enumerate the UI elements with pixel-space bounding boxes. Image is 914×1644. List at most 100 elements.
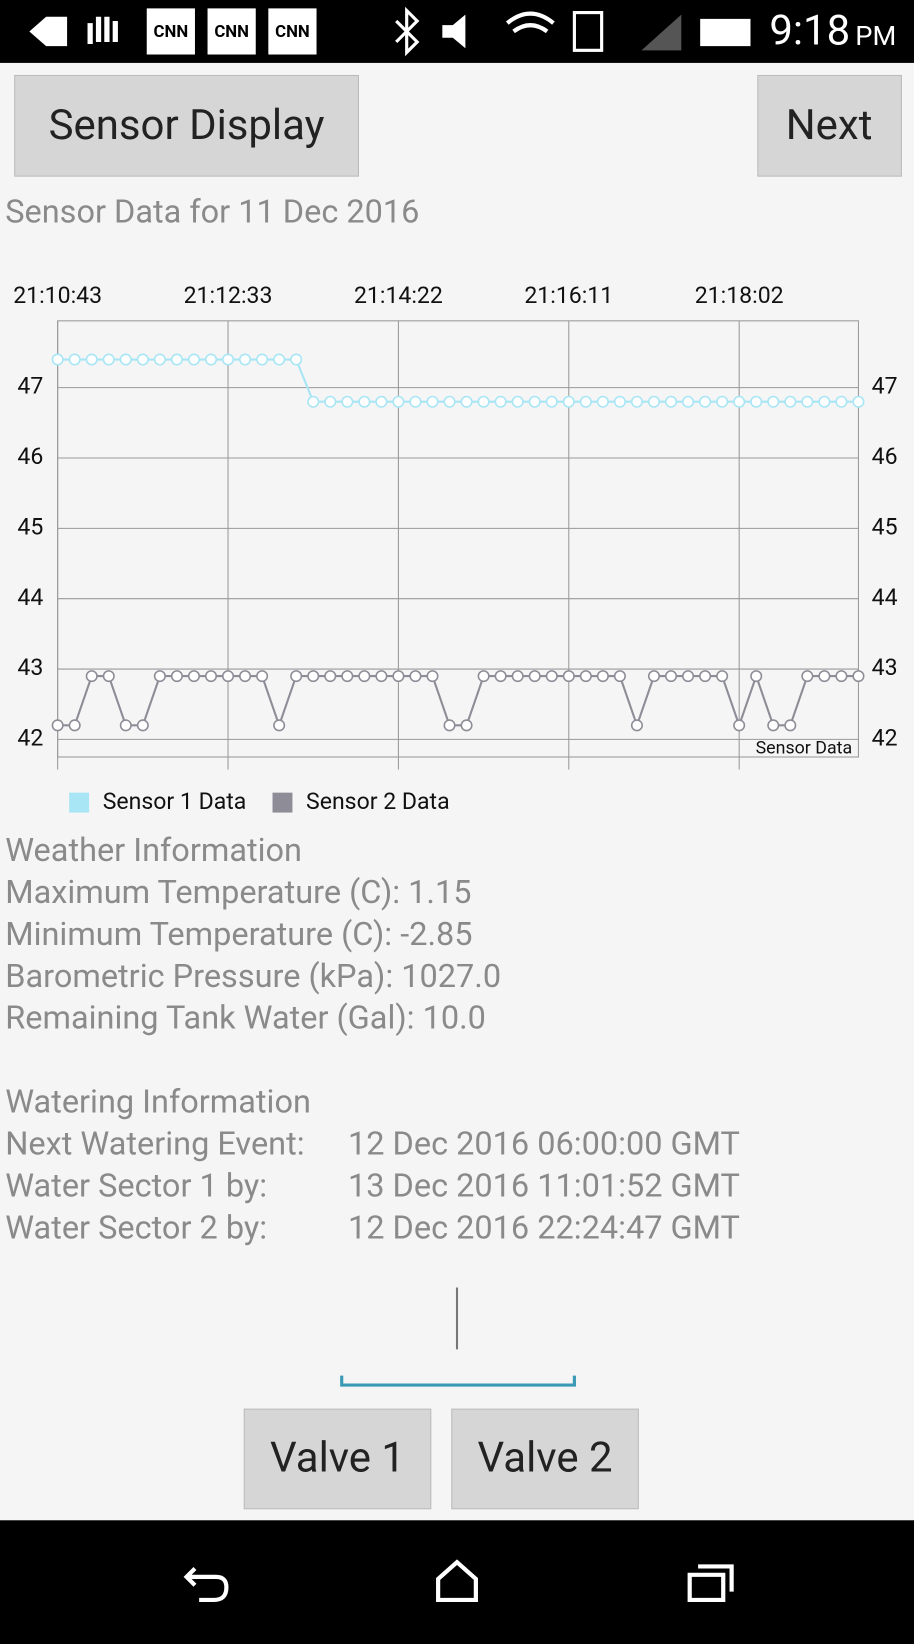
weather-row: Minimum Temperature (C): -2.85 <box>5 915 472 953</box>
data-point <box>477 670 490 683</box>
data-point <box>153 353 166 366</box>
data-point <box>426 395 439 408</box>
data-point <box>767 395 780 408</box>
plot-area <box>57 320 859 758</box>
weather-row: Barometric Pressure (kPa): 1027.0 <box>5 957 501 995</box>
data-point <box>136 719 149 732</box>
y-tick-label: 45 <box>17 513 43 540</box>
cnn-icon <box>207 8 256 55</box>
y-tick-label: 43 <box>17 654 43 681</box>
data-point <box>562 395 575 408</box>
data-point <box>460 395 473 408</box>
y2-tick-label: 42 <box>872 724 898 751</box>
data-point <box>852 395 865 408</box>
x-tick-label: 21:18:02 <box>695 282 784 309</box>
nav-bar <box>0 1520 914 1644</box>
data-point <box>290 353 303 366</box>
text-input[interactable] <box>340 1375 576 1387</box>
data-point <box>664 670 678 683</box>
legend-label: Sensor 2 Data <box>306 788 450 815</box>
data-point <box>409 395 422 408</box>
data-point <box>596 395 609 408</box>
data-point <box>443 395 456 408</box>
data-point <box>239 353 252 366</box>
cnn-text: CNN <box>214 22 249 42</box>
data-point <box>119 719 132 732</box>
weather-title: Weather Information <box>5 831 302 869</box>
legend-swatch <box>272 792 293 813</box>
chart-annotation: Sensor Data <box>756 737 853 758</box>
weather-row: Remaining Tank Water (Gal): 10.0 <box>5 999 486 1037</box>
data-point <box>716 670 729 683</box>
data-point <box>204 670 218 683</box>
watering-title: Watering Information <box>5 1083 311 1121</box>
watering-label: Water Sector 2 by: <box>5 1208 267 1246</box>
data-point <box>204 353 218 366</box>
chart: Sensor Data 42 42 43 43 44 44 45 45 46 46 47 47 21:1… <box>13 282 897 815</box>
data-point <box>801 395 814 408</box>
data-point <box>358 395 371 408</box>
icon-wifi <box>505 11 555 34</box>
data-point <box>85 353 98 366</box>
data-point <box>170 353 183 366</box>
sensor-display-button[interactable] <box>14 74 359 177</box>
button-label: Next <box>786 101 873 150</box>
data-point <box>375 395 388 408</box>
data-point <box>256 353 269 366</box>
data-point <box>222 353 235 366</box>
x-tick-label: 21:10:43 <box>13 282 102 309</box>
data-point <box>835 670 848 683</box>
data-point <box>647 395 661 408</box>
status-bar: CNN CNN CNN 9:18 PM <box>0 0 914 63</box>
data-point <box>68 719 81 732</box>
data-point <box>102 353 115 366</box>
data-point <box>528 395 541 408</box>
y-tick-label: 46 <box>17 443 43 470</box>
data-point <box>733 719 746 732</box>
data-point <box>51 719 64 732</box>
data-point <box>852 670 865 683</box>
data-point <box>545 395 558 408</box>
button-label: Valve 1 <box>270 1434 405 1483</box>
data-point <box>273 353 286 366</box>
back-button[interactable] <box>183 1567 229 1603</box>
chart-title: Sensor Data for 11 Dec 2016 <box>5 192 419 230</box>
weather-row: Maximum Temperature (C): 1.15 <box>5 873 471 911</box>
data-point <box>477 395 490 408</box>
button-label: Valve 2 <box>478 1434 613 1483</box>
data-point <box>613 670 626 683</box>
valve-button[interactable] <box>451 1408 639 1510</box>
data-point <box>562 670 575 683</box>
home-button[interactable] <box>436 1559 478 1603</box>
data-point <box>187 670 200 683</box>
icon-bluetooth <box>395 6 420 57</box>
data-point <box>51 353 64 366</box>
data-point <box>699 395 712 408</box>
data-point <box>102 670 115 683</box>
data-point <box>494 395 507 408</box>
data-point <box>170 670 183 683</box>
next-button[interactable] <box>757 74 902 177</box>
y-tick-label: 44 <box>17 584 43 611</box>
data-point <box>460 719 473 732</box>
data-point <box>409 670 422 683</box>
data-point <box>784 719 797 732</box>
data-point <box>341 670 354 683</box>
valve-button[interactable] <box>243 1408 432 1510</box>
data-point <box>818 395 831 408</box>
button-label: Sensor Display <box>49 101 325 150</box>
data-point <box>511 670 524 683</box>
data-point <box>818 670 831 683</box>
data-point <box>324 670 337 683</box>
recents-button[interactable] <box>687 1564 734 1603</box>
y-tick-label: 47 <box>17 373 43 400</box>
x-tick-label: 21:14:22 <box>354 282 443 309</box>
x-tick-label: 21:16:11 <box>524 282 613 309</box>
watering-value: 12 Dec 2016 22:24:47 GMT <box>348 1208 740 1246</box>
data-point <box>68 353 81 366</box>
data-point <box>801 670 814 683</box>
watering-label: Next Watering Event: <box>5 1125 304 1163</box>
data-point <box>835 395 848 408</box>
y2-tick-label: 46 <box>872 443 898 470</box>
data-point <box>273 719 286 732</box>
